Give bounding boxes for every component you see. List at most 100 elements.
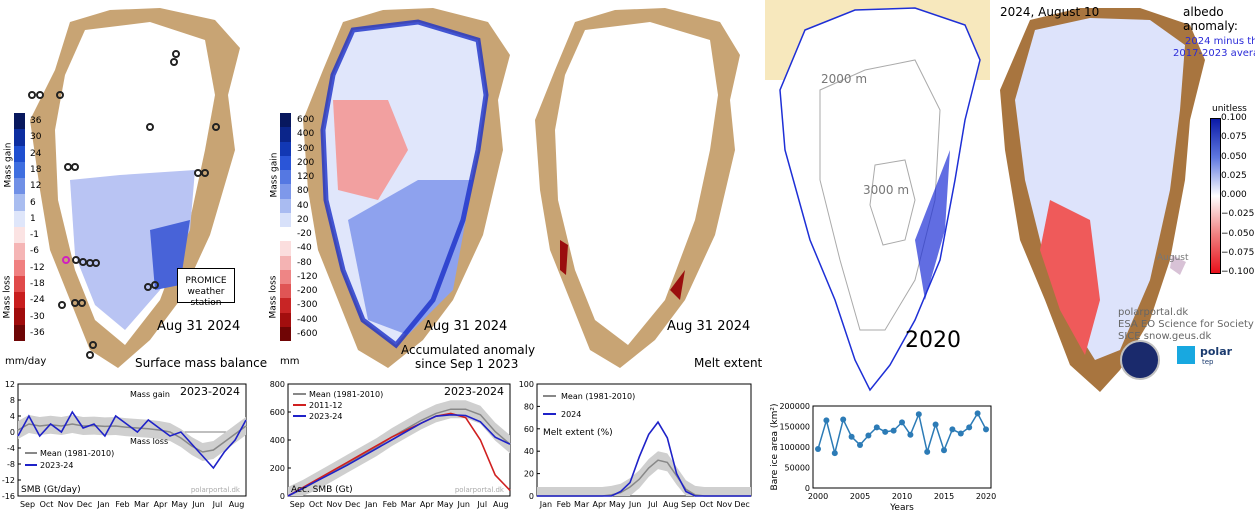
albedo-inset-label: August	[1157, 253, 1189, 263]
polartep-logo	[1177, 346, 1195, 364]
x-tick-label: Apr	[420, 500, 435, 509]
albedo-scale-label: 0.000	[1221, 190, 1247, 200]
smb-swatch	[14, 324, 25, 341]
smb-station-label-2: weather station	[187, 287, 225, 308]
legend-label: 2023-24	[309, 412, 342, 421]
smb-swatch	[14, 226, 25, 244]
smb-scale-label: 18	[30, 165, 42, 175]
acc-swatch	[280, 326, 291, 341]
acc-scale-label: 300	[297, 143, 315, 154]
acc-swatch	[280, 269, 291, 284]
acc-scale-label: 40	[297, 200, 309, 211]
x-tick-label: Oct	[40, 500, 54, 509]
smb-scale-label: 6	[30, 197, 36, 208]
x-tick-label: Jan	[364, 500, 377, 509]
smb-swatch	[14, 308, 25, 325]
acc-swatch	[280, 312, 291, 327]
smb-date: Aug 31 2024	[157, 319, 241, 334]
data-point	[932, 421, 939, 428]
data-point	[907, 431, 914, 438]
smb-swatch	[14, 292, 25, 309]
acc-scale-label: 400	[297, 129, 315, 140]
smb-scale-labels: 36 30 24 18 12 6 1 -1 -6 -12 -18 -24 -30 -36	[30, 113, 50, 341]
albedo-subtitle-1: 2024 minus the	[1185, 36, 1255, 47]
bare-land-outline	[779, 7, 981, 392]
data-point	[857, 441, 863, 448]
x-tick-label: Feb	[115, 500, 129, 509]
y-tick-label: 150000	[779, 423, 810, 432]
chart-melt: 100 80 60 40 20 0 Jan Feb Mar Apr May Jun Jul Aug Sep O…	[519, 380, 752, 509]
smb-loss-label-2: Mass loss	[268, 275, 279, 319]
x-tick-label: Jan	[96, 500, 109, 509]
acc-scale-label: -20	[297, 229, 312, 240]
legend-label: Mean (1981-2010)	[309, 390, 383, 399]
credit: polarportal.dk	[191, 486, 241, 494]
acc-swatch	[280, 198, 291, 213]
melt-greenland-map	[535, 8, 740, 368]
melt-ice-sheet	[555, 22, 718, 345]
y-tick-label: 200	[270, 464, 285, 473]
acc-swatch	[280, 241, 291, 256]
albedo-subtitle-2: 2017-2023 average	[1173, 48, 1255, 59]
data-point	[924, 448, 931, 455]
albedo-credit-3: SICE snow.geus.dk	[1118, 331, 1212, 342]
x-tick-label: Jun	[457, 500, 471, 509]
acc-greenland-map	[303, 8, 510, 368]
smb-swatch	[14, 178, 25, 195]
y-tick-label: 100000	[779, 443, 810, 452]
melt-date: Aug 31 2024	[667, 319, 751, 334]
y-tick-label: 800	[270, 380, 285, 389]
acc-swatch	[280, 284, 291, 299]
data-point	[966, 424, 973, 431]
smb-scale-label: 12	[30, 181, 42, 192]
bare-contour-2: 3000 m	[863, 183, 910, 197]
bare-contour-1: 2000 m	[821, 72, 868, 86]
y-axis-label: Bare ice area (km²)	[770, 404, 780, 491]
bare-2000m-contour	[819, 59, 941, 331]
albedo-credit-1: polarportal.dk	[1118, 307, 1189, 318]
acc-swatch	[280, 227, 291, 242]
acc-margin	[320, 19, 489, 349]
smb-map-panel: 36 30 24 18 12 6 1 -1 -6 -12 -18 -24 -30 -36 Mass gai…	[0, 0, 267, 372]
albedo-panel: 2024, August 10 albedo anomaly: 2024 min…	[990, 0, 1255, 395]
acc-scale-label: 120	[297, 172, 315, 183]
polartep-logo-text-1: polar	[1200, 345, 1233, 358]
acc-title-1: Accumulated anomaly	[401, 343, 536, 357]
y-tick-label: -16	[2, 492, 15, 501]
acc-map-panel: 600 400 300 200 120 80 40 20 -20 -40 -80 -120 -200 -3…	[258, 0, 535, 372]
smb-swatch	[14, 243, 25, 260]
chart-title: 2023-2024	[180, 385, 240, 398]
y-axis-label: Melt extent (%)	[543, 428, 613, 438]
smb-title: Surface mass balance	[135, 356, 268, 370]
acc-swatch	[280, 298, 291, 313]
data-point	[831, 450, 838, 457]
x-tick-label: Nov	[326, 500, 342, 509]
smb-scale-label: 24	[30, 148, 42, 159]
y-tick-label: 0	[805, 484, 810, 493]
x-tick-label: Jul	[212, 500, 223, 509]
x-tick-label: Aug	[493, 500, 509, 509]
smb-scale-label: -24	[30, 295, 45, 306]
y-tick-label: 80	[524, 402, 534, 411]
smb-stations	[28, 50, 220, 359]
y-tick-label: 8	[10, 396, 15, 405]
smb-scale-label: 30	[30, 132, 42, 143]
data-point	[882, 428, 889, 435]
y-axis-label: SMB (Gt/day)	[21, 485, 81, 495]
smb-swatch	[14, 145, 25, 162]
range-band	[18, 415, 246, 461]
acc-swatch	[280, 170, 291, 185]
annotation-gain: Mass gain	[130, 390, 170, 399]
y-tick-label: 0	[529, 492, 534, 501]
smb-scale-label: -30	[30, 311, 45, 322]
albedo-scale-label: 0.100	[1221, 113, 1247, 123]
acc-scale-label: 20	[297, 214, 309, 225]
y-tick-label: 600	[270, 408, 285, 417]
acc-swatch	[280, 113, 291, 128]
x-tick-label: Feb	[383, 500, 397, 509]
albedo-scale-label: 0.025	[1221, 170, 1247, 181]
x-tick-label: Mar	[401, 500, 417, 509]
smb-gain-label: Mass gain	[3, 142, 14, 188]
smb-scale-label: -18	[30, 279, 45, 289]
albedo-scale-label: 0.050	[1221, 151, 1247, 162]
